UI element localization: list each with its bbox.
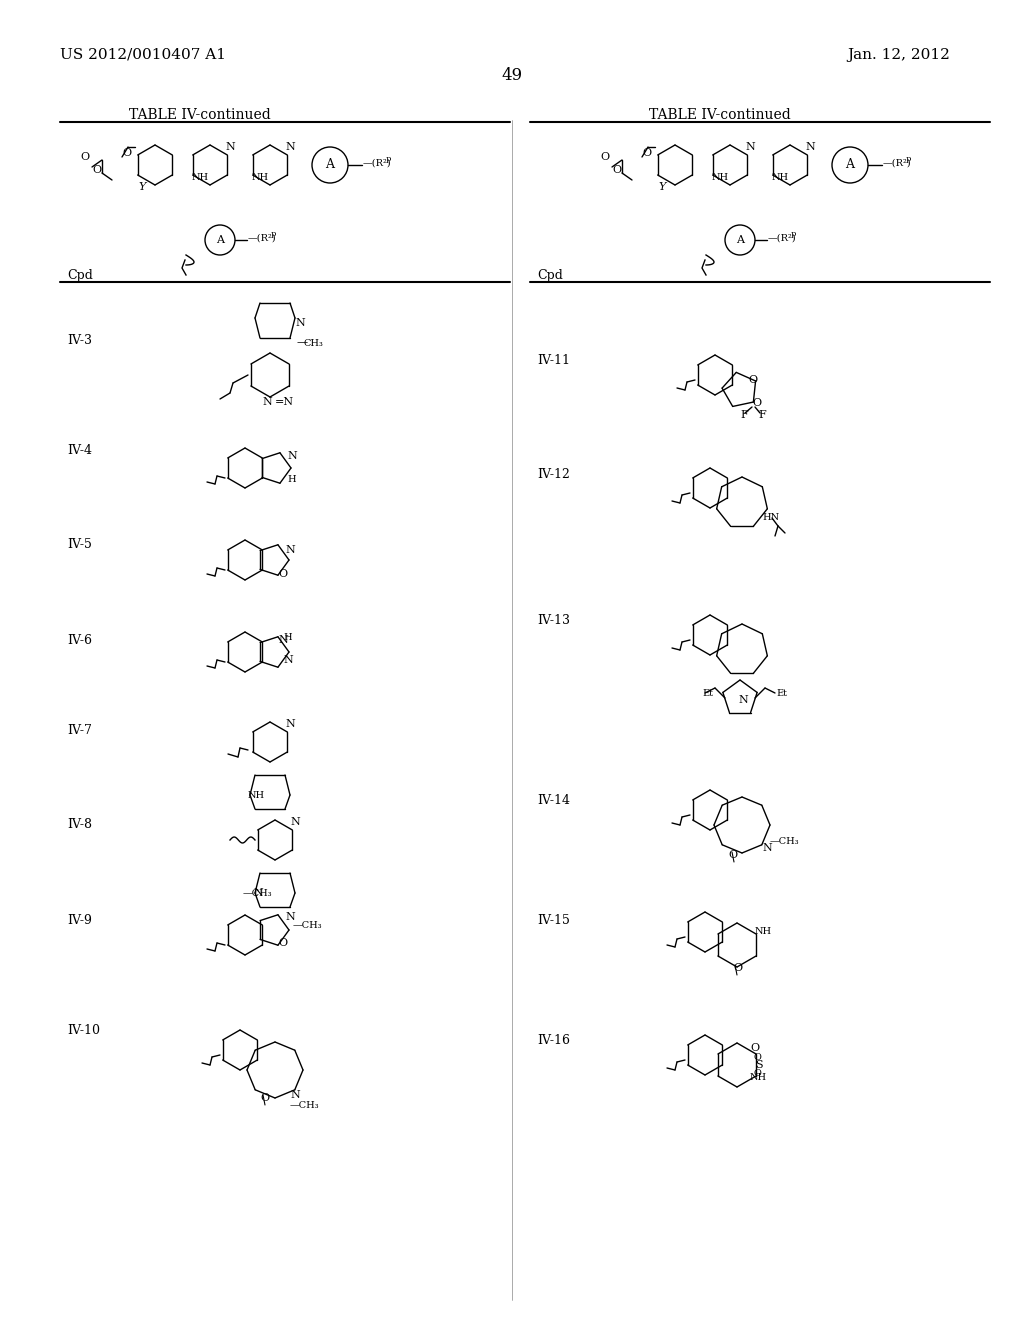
Text: O: O	[92, 165, 101, 176]
Text: —(R²): —(R²)	[362, 158, 391, 168]
Text: O: O	[748, 375, 757, 385]
Text: F: F	[758, 411, 766, 420]
Text: N: N	[285, 912, 295, 921]
Text: Et: Et	[776, 689, 787, 697]
Text: NH: NH	[248, 791, 265, 800]
Text: =N: =N	[275, 397, 294, 407]
Text: N: N	[225, 143, 234, 152]
Text: US 2012/0010407 A1: US 2012/0010407 A1	[60, 48, 226, 62]
Text: N: N	[762, 843, 772, 853]
Text: Y: Y	[658, 182, 666, 191]
Text: H: H	[287, 475, 296, 484]
Text: IV-13: IV-13	[537, 614, 570, 627]
Text: N: N	[285, 143, 295, 152]
Text: IV-8: IV-8	[67, 818, 92, 832]
Text: —CH₃: —CH₃	[290, 1101, 319, 1110]
Text: N: N	[287, 451, 297, 461]
Text: A: A	[846, 158, 854, 172]
Text: NH: NH	[755, 928, 772, 936]
Text: Cpd: Cpd	[67, 268, 93, 281]
Text: N: N	[262, 397, 271, 407]
Text: NH: NH	[712, 173, 729, 181]
Text: —CH₃: —CH₃	[293, 920, 323, 929]
Text: NH: NH	[193, 173, 209, 181]
Text: —CH₃: —CH₃	[770, 837, 800, 846]
Text: O: O	[278, 939, 287, 948]
Text: —(R²): —(R²)	[248, 234, 276, 243]
Text: N: N	[290, 1090, 300, 1100]
Text: Et: Et	[702, 689, 713, 697]
Text: TABLE IV-continued: TABLE IV-continued	[649, 108, 791, 121]
Text: N: N	[285, 545, 295, 554]
Text: HN: HN	[762, 513, 779, 523]
Text: IV-15: IV-15	[537, 913, 570, 927]
Text: N: N	[278, 635, 288, 645]
Text: IV-7: IV-7	[67, 723, 92, 737]
Text: —CH₃: —CH₃	[243, 888, 272, 898]
Text: p: p	[791, 230, 797, 238]
Text: A: A	[326, 158, 335, 172]
Text: S: S	[755, 1060, 763, 1071]
Text: N: N	[253, 888, 263, 898]
Text: A: A	[736, 235, 744, 246]
Text: O: O	[612, 165, 622, 176]
Text: 49: 49	[502, 66, 522, 83]
Text: IV-12: IV-12	[537, 469, 570, 482]
Text: O: O	[753, 1053, 761, 1063]
Text: Jan. 12, 2012: Jan. 12, 2012	[847, 48, 950, 62]
Text: CH₃: CH₃	[303, 339, 323, 348]
Text: IV-9: IV-9	[67, 913, 92, 927]
Text: IV-4: IV-4	[67, 444, 92, 457]
Text: O: O	[642, 148, 651, 158]
Text: IV-11: IV-11	[537, 354, 570, 367]
Text: p: p	[271, 230, 276, 238]
Text: O: O	[600, 152, 609, 162]
Text: O: O	[753, 1069, 761, 1078]
Text: O: O	[733, 964, 742, 973]
Text: p: p	[906, 154, 911, 162]
Text: TABLE IV-continued: TABLE IV-continued	[129, 108, 271, 121]
Text: O: O	[80, 152, 89, 162]
Text: O: O	[750, 1043, 759, 1053]
Text: O: O	[752, 399, 761, 408]
Text: O: O	[260, 1093, 269, 1104]
Text: N: N	[285, 719, 295, 729]
Text: —: —	[297, 337, 308, 347]
Text: IV-6: IV-6	[67, 634, 92, 647]
Text: IV-5: IV-5	[67, 539, 92, 552]
Text: H: H	[283, 634, 292, 643]
Text: NH: NH	[750, 1073, 767, 1082]
Text: p: p	[386, 154, 391, 162]
Text: N: N	[290, 817, 300, 828]
Text: N: N	[745, 143, 755, 152]
Text: —(R²): —(R²)	[883, 158, 911, 168]
Text: —(R²): —(R²)	[768, 234, 797, 243]
Text: IV-16: IV-16	[537, 1034, 570, 1047]
Text: IV-3: IV-3	[67, 334, 92, 346]
Text: Y: Y	[138, 182, 145, 191]
Text: IV-10: IV-10	[67, 1023, 100, 1036]
Text: NH: NH	[772, 173, 790, 181]
Text: O: O	[278, 569, 287, 579]
Text: NH: NH	[252, 173, 269, 181]
Text: Cpd: Cpd	[537, 268, 563, 281]
Text: F: F	[740, 411, 748, 420]
Text: N: N	[805, 143, 815, 152]
Text: N: N	[738, 696, 748, 705]
Text: N: N	[295, 318, 305, 327]
Text: O: O	[122, 148, 131, 158]
Text: A: A	[216, 235, 224, 246]
Text: IV-14: IV-14	[537, 793, 570, 807]
Text: O: O	[728, 850, 737, 861]
Text: N: N	[283, 655, 293, 665]
